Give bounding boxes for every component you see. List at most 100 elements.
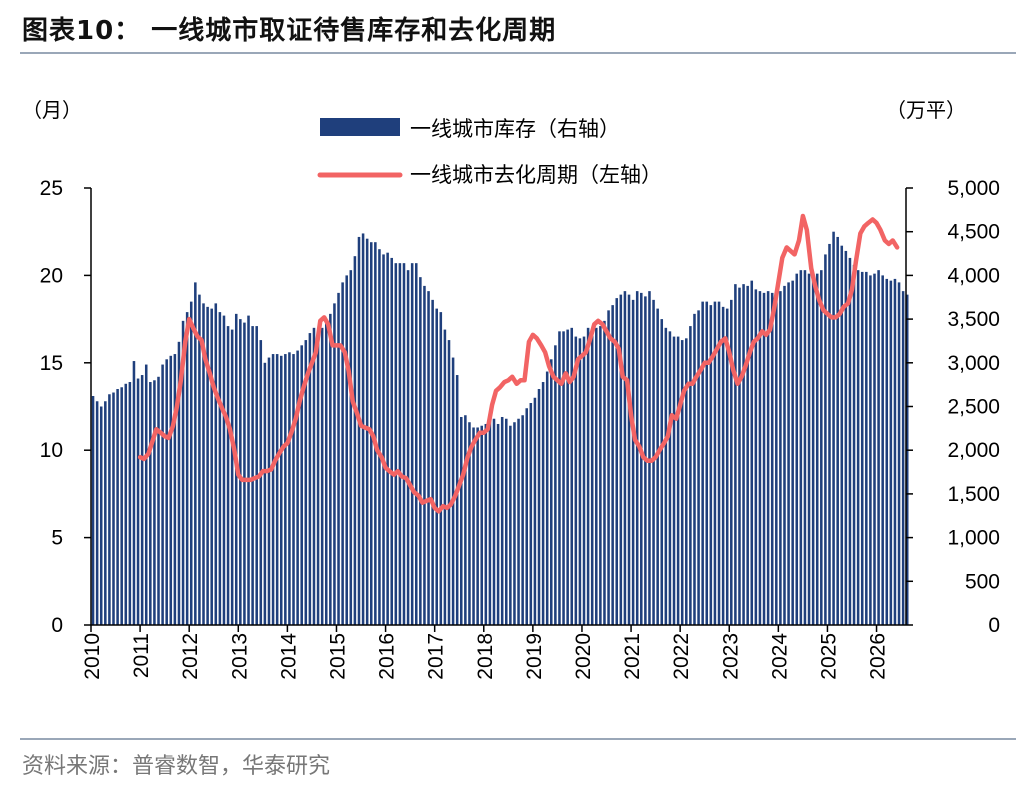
right-axis-unit: （万平） [886, 98, 966, 122]
inventory-bar [664, 327, 668, 625]
inventory-bar [345, 275, 348, 625]
inventory-bar [513, 422, 516, 625]
inventory-bar [488, 420, 492, 625]
chart-axes: 051015202505001,0001,5002,0002,5003,0003… [40, 177, 1000, 680]
inventory-bar [341, 282, 344, 625]
inventory-bar [693, 313, 696, 625]
inventory-bar [791, 280, 794, 625]
inventory-bar [815, 273, 819, 625]
inventory-bar [582, 336, 586, 625]
inventory-bar [795, 273, 799, 625]
inventory-bar [517, 418, 520, 625]
legend-bar-swatch [320, 118, 400, 136]
x-tick-label: 2010 [81, 633, 104, 680]
inventory-bar [844, 250, 848, 625]
inventory-bar [292, 354, 295, 625]
inventory-bar [799, 270, 803, 625]
inventory-bar [308, 333, 312, 625]
inventory-bar [447, 340, 451, 625]
inventory-bar [893, 278, 897, 625]
inventory-bar [541, 382, 545, 625]
inventory-bar [709, 305, 713, 625]
inventory-bar [198, 294, 201, 625]
inventory-bar [807, 273, 811, 625]
inventory-bar [144, 364, 148, 625]
inventory-bar [390, 257, 393, 625]
inventory-bar [132, 361, 136, 625]
x-tick-label: 2025 [817, 633, 840, 680]
inventory-bars [91, 231, 909, 626]
inventory-bar [607, 310, 610, 625]
left-tick-label: 10 [40, 439, 63, 462]
inventory-bar [656, 308, 659, 625]
inventory-bar [754, 289, 758, 625]
inventory-bar [734, 284, 737, 625]
inventory-bar [566, 329, 569, 625]
inventory-bar [157, 376, 160, 625]
top-divider [20, 52, 1016, 54]
inventory-bar [832, 231, 835, 625]
inventory-bar [840, 245, 844, 625]
inventory-bar [378, 249, 381, 625]
inventory-bar [828, 243, 831, 625]
inventory-bar [586, 327, 590, 625]
inventory-bar [206, 306, 209, 625]
inventory-bar [554, 345, 557, 625]
inventory-bar [803, 270, 807, 625]
inventory-bar [161, 364, 164, 625]
inventory-bar [603, 320, 606, 625]
left-tick-label: 15 [40, 352, 63, 375]
inventory-bar [357, 236, 361, 625]
x-tick-label: 2021 [621, 633, 644, 680]
left-tick-label: 5 [51, 527, 63, 550]
inventory-bar [128, 382, 132, 625]
inventory-bar [472, 427, 475, 625]
inventory-bar [189, 301, 193, 625]
inventory-bar [464, 415, 467, 625]
x-tick-label: 2023 [719, 633, 742, 680]
x-tick-label: 2012 [179, 633, 202, 680]
inventory-bar [124, 383, 128, 625]
inventory-bar [750, 280, 754, 625]
inventory-bar [279, 355, 283, 625]
inventory-bar [668, 331, 672, 625]
inventory-bar [349, 270, 353, 625]
inventory-bar [550, 359, 553, 625]
legend-label-inventory: 一线城市库存（右轴） [410, 117, 620, 141]
inventory-bar [468, 422, 471, 625]
inventory-bar [783, 285, 786, 625]
inventory-bar [697, 310, 700, 625]
left-tick-label: 0 [51, 614, 63, 637]
inventory-bar [247, 315, 250, 625]
inventory-bar [435, 308, 438, 625]
legend: 一线城市库存（右轴） 一线城市去化周期（左轴） [317, 117, 662, 187]
inventory-bar [738, 287, 741, 625]
inventory-bar [288, 352, 291, 625]
inventory-bar [267, 357, 271, 625]
inventory-bar [820, 270, 823, 625]
inventory-bar [410, 263, 414, 625]
inventory-bar [95, 401, 99, 625]
inventory-bar [881, 275, 884, 625]
inventory-bar [230, 329, 234, 625]
inventory-bar [865, 271, 868, 625]
inventory-bar [300, 345, 303, 625]
inventory-bar [443, 329, 447, 625]
x-tick-label: 2015 [326, 633, 349, 680]
inventory-bar [140, 375, 144, 625]
inventory-bar [259, 340, 263, 625]
inventory-bar [173, 354, 177, 625]
inventory-bar [329, 313, 332, 625]
legend-label-cycle: 一线城市去化周期（左轴） [410, 163, 662, 187]
inventory-bar [635, 291, 639, 625]
inventory-bar [873, 273, 876, 625]
inventory-bar [226, 326, 230, 625]
inventory-bar [406, 270, 410, 625]
inventory-bar [599, 326, 602, 625]
inventory-bar [860, 271, 864, 625]
inventory-bar [537, 389, 541, 625]
inventory-bar [275, 354, 279, 625]
inventory-bar [877, 270, 880, 625]
x-tick-label: 2024 [768, 633, 791, 680]
inventory-bar [746, 285, 749, 625]
